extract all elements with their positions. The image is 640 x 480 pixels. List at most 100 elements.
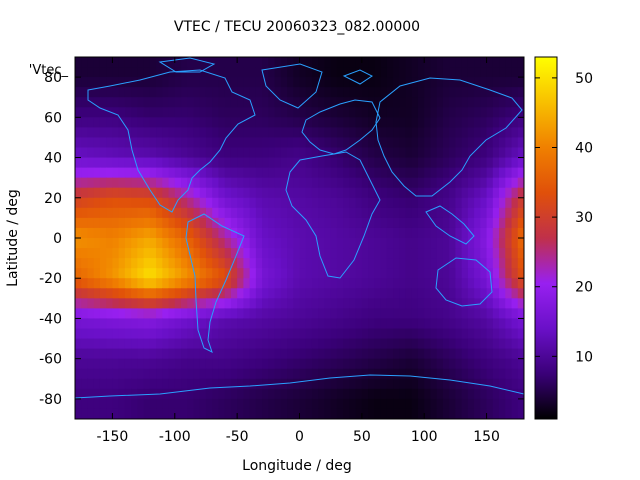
- heatmap-cell: [486, 67, 494, 78]
- heatmap-cell: [268, 328, 276, 340]
- heatmap-cell: [143, 177, 151, 189]
- heatmap-cell: [118, 338, 126, 350]
- heatmap-cell: [380, 328, 388, 340]
- heatmap-cell: [499, 308, 506, 320]
- heatmap-cell: [386, 227, 394, 239]
- heatmap-cell: [106, 127, 114, 139]
- heatmap-cell: [187, 127, 195, 139]
- heatmap-cell: [280, 238, 288, 249]
- heatmap-cell: [118, 217, 126, 229]
- heatmap-cell: [486, 248, 494, 259]
- heatmap-cell: [411, 227, 419, 239]
- heatmap-cell: [343, 328, 350, 340]
- y-tick-label: 0: [53, 231, 62, 247]
- heatmap-cell: [324, 338, 332, 350]
- heatmap-cell: [249, 308, 257, 320]
- heatmap-cell: [75, 328, 82, 340]
- heatmap-cell: [218, 358, 226, 370]
- heatmap-cell: [343, 258, 350, 269]
- heatmap-cell: [343, 137, 350, 149]
- heatmap-cell: [411, 368, 419, 380]
- heatmap-cell: [156, 77, 163, 88]
- heatmap-cell: [280, 268, 288, 279]
- heatmap-cell: [212, 137, 220, 149]
- heatmap-cell: [349, 77, 357, 88]
- heatmap-cell: [224, 227, 232, 239]
- heatmap-cell: [293, 227, 301, 239]
- heatmap-cell: [149, 308, 157, 320]
- heatmap-cell: [168, 147, 176, 159]
- heatmap-cell: [212, 177, 220, 189]
- heatmap-cell: [480, 258, 488, 269]
- heatmap-cell: [131, 398, 138, 410]
- heatmap-cell: [124, 278, 132, 289]
- heatmap-cell: [411, 358, 419, 370]
- heatmap-cell: [87, 177, 95, 189]
- heatmap-cell: [181, 207, 188, 219]
- heatmap-cell: [424, 117, 432, 128]
- heatmap-cell: [118, 197, 126, 209]
- heatmap-cell: [324, 97, 332, 108]
- heatmap-cell: [449, 358, 457, 370]
- heatmap-cell: [137, 67, 145, 78]
- heatmap-cell: [405, 298, 413, 309]
- heatmap-cell: [268, 408, 276, 419]
- heatmap-cell: [230, 338, 238, 350]
- heatmap-cell: [436, 308, 444, 320]
- heatmap-cell: [87, 117, 95, 128]
- heatmap-cell: [156, 177, 163, 189]
- heatmap-cell: [449, 328, 457, 340]
- x-tick-label: -150: [97, 429, 129, 445]
- heatmap-cell: [349, 137, 357, 149]
- heatmap-cell: [112, 187, 120, 199]
- heatmap-cell: [380, 298, 388, 309]
- heatmap-cell: [237, 177, 244, 189]
- heatmap-cell: [174, 358, 182, 370]
- heatmap-cell: [368, 318, 375, 330]
- heatmap-cell: [124, 258, 132, 269]
- heatmap-cell: [417, 348, 425, 360]
- heatmap-cell: [168, 227, 176, 239]
- heatmap-cell: [442, 107, 450, 118]
- heatmap-cell: [486, 157, 494, 169]
- heatmap-cell: [393, 378, 400, 390]
- heatmap-cell: [399, 288, 407, 299]
- heatmap-cell: [224, 348, 232, 360]
- heatmap-cell: [293, 137, 301, 149]
- heatmap-cell: [386, 147, 394, 159]
- heatmap-cell: [280, 368, 288, 380]
- heatmap-cell: [237, 338, 244, 350]
- heatmap-cell: [299, 167, 307, 179]
- heatmap-cell: [137, 308, 145, 320]
- heatmap-cell: [224, 147, 232, 159]
- heatmap-cell: [162, 67, 170, 78]
- heatmap-cell: [424, 238, 432, 249]
- heatmap-cell: [393, 288, 400, 299]
- heatmap-cell: [287, 107, 294, 118]
- heatmap-cell: [492, 278, 500, 289]
- heatmap-cell: [424, 278, 432, 289]
- heatmap-cell: [474, 348, 481, 360]
- heatmap-cell: [405, 177, 413, 189]
- heatmap-cell: [486, 167, 494, 179]
- heatmap-cell: [305, 258, 313, 269]
- heatmap-cell: [99, 197, 107, 209]
- heatmap-cell: [349, 187, 357, 199]
- heatmap-cell: [349, 107, 357, 118]
- heatmap-cell: [237, 227, 244, 239]
- heatmap-cell: [181, 318, 188, 330]
- heatmap-cell: [268, 147, 276, 159]
- heatmap-cell: [442, 288, 450, 299]
- heatmap-cell: [75, 308, 82, 320]
- heatmap-cell: [293, 258, 301, 269]
- heatmap-cell: [305, 227, 313, 239]
- heatmap-cell: [442, 318, 450, 330]
- heatmap-cell: [293, 398, 301, 410]
- heatmap-cell: [299, 328, 307, 340]
- heatmap-cell: [224, 187, 232, 199]
- heatmap-cell: [311, 368, 319, 380]
- heatmap-cell: [87, 97, 95, 108]
- heatmap-cell: [305, 107, 313, 118]
- heatmap-cell: [455, 97, 463, 108]
- heatmap-cell: [131, 87, 138, 98]
